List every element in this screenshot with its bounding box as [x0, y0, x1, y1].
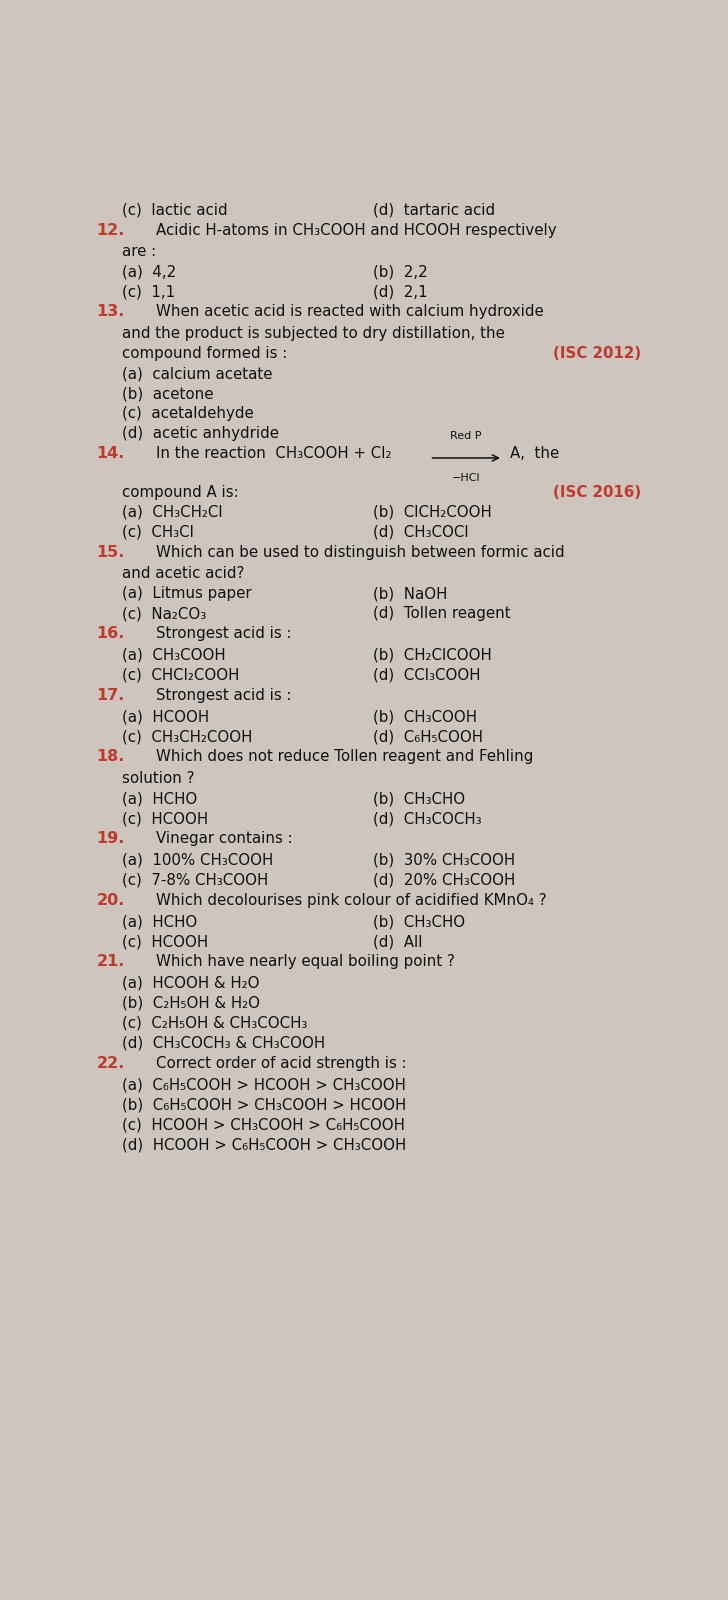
Text: (c)  acetaldehyde: (c) acetaldehyde [122, 406, 254, 421]
Text: (b)  30% CH₃COOH: (b) 30% CH₃COOH [373, 853, 515, 867]
Text: 19.: 19. [97, 830, 125, 846]
Text: (a)  HCHO: (a) HCHO [122, 914, 197, 930]
Text: compound A is:: compound A is: [122, 485, 239, 499]
Text: (b)  CH₃COOH: (b) CH₃COOH [373, 709, 477, 725]
Text: (a)  CH₃CH₂Cl: (a) CH₃CH₂Cl [122, 504, 223, 520]
Text: (d)  CH₃COCl: (d) CH₃COCl [373, 525, 469, 539]
Text: (c)  HCOOH: (c) HCOOH [122, 811, 208, 826]
Text: (a)  C₆H₅COOH > HCOOH > CH₃COOH: (a) C₆H₅COOH > HCOOH > CH₃COOH [122, 1077, 406, 1093]
Text: (a)  calcium acetate: (a) calcium acetate [122, 366, 272, 381]
Text: 22.: 22. [97, 1056, 125, 1070]
Text: compound formed is :: compound formed is : [122, 346, 288, 362]
Text: 15.: 15. [97, 544, 125, 560]
Text: 16.: 16. [97, 626, 125, 642]
Text: (d)  C₆H₅COOH: (d) C₆H₅COOH [373, 730, 483, 744]
Text: (c)  7-8% CH₃COOH: (c) 7-8% CH₃COOH [122, 872, 269, 888]
Text: 20.: 20. [97, 893, 125, 907]
Text: Correct order of acid strength is :: Correct order of acid strength is : [156, 1056, 406, 1070]
Text: (c)  CHCl₂COOH: (c) CHCl₂COOH [122, 667, 240, 683]
Text: (a)  100% CH₃COOH: (a) 100% CH₃COOH [122, 853, 273, 867]
Text: Acidic H-atoms in CH₃COOH and HCOOH respectively: Acidic H-atoms in CH₃COOH and HCOOH resp… [156, 222, 556, 238]
Text: (a)  CH₃COOH: (a) CH₃COOH [122, 648, 226, 662]
Text: Strongest acid is :: Strongest acid is : [156, 626, 291, 642]
Text: (b)  NaOH: (b) NaOH [373, 586, 448, 602]
Text: (d)  All: (d) All [373, 934, 422, 949]
Text: Which decolourises pink colour of acidified KMnO₄ ?: Which decolourises pink colour of acidif… [156, 893, 547, 907]
Text: (d)  HCOOH > C₆H₅COOH > CH₃COOH: (d) HCOOH > C₆H₅COOH > CH₃COOH [122, 1138, 406, 1152]
Text: When acetic acid is reacted with calcium hydroxide: When acetic acid is reacted with calcium… [156, 304, 544, 320]
Text: (d)  2,1: (d) 2,1 [373, 285, 428, 299]
Text: solution ?: solution ? [122, 771, 194, 786]
Text: (b)  CH₃CHO: (b) CH₃CHO [373, 914, 465, 930]
Text: (b)  acetone: (b) acetone [122, 386, 213, 402]
Text: (a)  4,2: (a) 4,2 [122, 264, 176, 280]
Text: (a)  HCHO: (a) HCHO [122, 790, 197, 806]
Text: (a)  HCOOH: (a) HCOOH [122, 709, 209, 725]
Text: (c)  HCOOH > CH₃COOH > C₆H₅COOH: (c) HCOOH > CH₃COOH > C₆H₅COOH [122, 1117, 405, 1133]
Text: A,  the: A, the [510, 446, 559, 461]
Text: (b)  C₆H₅COOH > CH₃COOH > HCOOH: (b) C₆H₅COOH > CH₃COOH > HCOOH [122, 1098, 406, 1112]
Text: 14.: 14. [97, 446, 125, 461]
Text: are :: are : [122, 245, 157, 259]
Text: 13.: 13. [97, 304, 125, 320]
Text: Vinegar contains :: Vinegar contains : [156, 830, 293, 846]
Text: and acetic acid?: and acetic acid? [122, 566, 245, 581]
Text: (d)  tartaric acid: (d) tartaric acid [373, 203, 495, 218]
Text: (d)  20% CH₃COOH: (d) 20% CH₃COOH [373, 872, 515, 888]
Text: 21.: 21. [97, 954, 125, 970]
Text: Which have nearly equal boiling point ?: Which have nearly equal boiling point ? [156, 954, 455, 970]
Text: (ISC 2012): (ISC 2012) [553, 346, 641, 362]
Text: (d)  acetic anhydride: (d) acetic anhydride [122, 426, 279, 442]
Text: (c)  CH₃CH₂COOH: (c) CH₃CH₂COOH [122, 730, 253, 744]
Text: (c)  1,1: (c) 1,1 [122, 285, 175, 299]
Text: Red P: Red P [451, 430, 482, 440]
Text: (d)  Tollen reagent: (d) Tollen reagent [373, 606, 511, 621]
Text: Which does not reduce Tollen reagent and Fehling: Which does not reduce Tollen reagent and… [156, 749, 533, 765]
Text: (b)  C₂H₅OH & H₂O: (b) C₂H₅OH & H₂O [122, 995, 260, 1011]
Text: 17.: 17. [97, 688, 125, 702]
Text: 18.: 18. [97, 749, 125, 765]
Text: (b)  CH₂ClCOOH: (b) CH₂ClCOOH [373, 648, 492, 662]
Text: (ISC 2016): (ISC 2016) [553, 485, 641, 499]
Text: (a)  Litmus paper: (a) Litmus paper [122, 586, 252, 602]
Text: Strongest acid is :: Strongest acid is : [156, 688, 291, 702]
Text: (c)  C₂H₅OH & CH₃COCH₃: (c) C₂H₅OH & CH₃COCH₃ [122, 1016, 307, 1030]
Text: (c)  CH₃Cl: (c) CH₃Cl [122, 525, 194, 539]
Text: (b)  ClCH₂COOH: (b) ClCH₂COOH [373, 504, 492, 520]
Text: Which can be used to distinguish between formic acid: Which can be used to distinguish between… [156, 544, 564, 560]
Text: (c)  Na₂CO₃: (c) Na₂CO₃ [122, 606, 206, 621]
Text: 12.: 12. [97, 222, 125, 238]
Text: (c)  HCOOH: (c) HCOOH [122, 934, 208, 949]
Text: (d)  CCl₃COOH: (d) CCl₃COOH [373, 667, 480, 683]
Text: (d)  CH₃COCH₃: (d) CH₃COCH₃ [373, 811, 482, 826]
Text: (c)  lactic acid: (c) lactic acid [122, 203, 228, 218]
Text: −HCl: −HCl [452, 472, 480, 483]
Text: (a)  HCOOH & H₂O: (a) HCOOH & H₂O [122, 976, 259, 990]
Text: (d)  CH₃COCH₃ & CH₃COOH: (d) CH₃COCH₃ & CH₃COOH [122, 1035, 325, 1051]
Text: (b)  CH₃CHO: (b) CH₃CHO [373, 790, 465, 806]
Text: (b)  2,2: (b) 2,2 [373, 264, 428, 280]
Text: and the product is subjected to dry distillation, the: and the product is subjected to dry dist… [122, 326, 505, 341]
Text: In the reaction  CH₃COOH + Cl₂: In the reaction CH₃COOH + Cl₂ [156, 446, 392, 461]
